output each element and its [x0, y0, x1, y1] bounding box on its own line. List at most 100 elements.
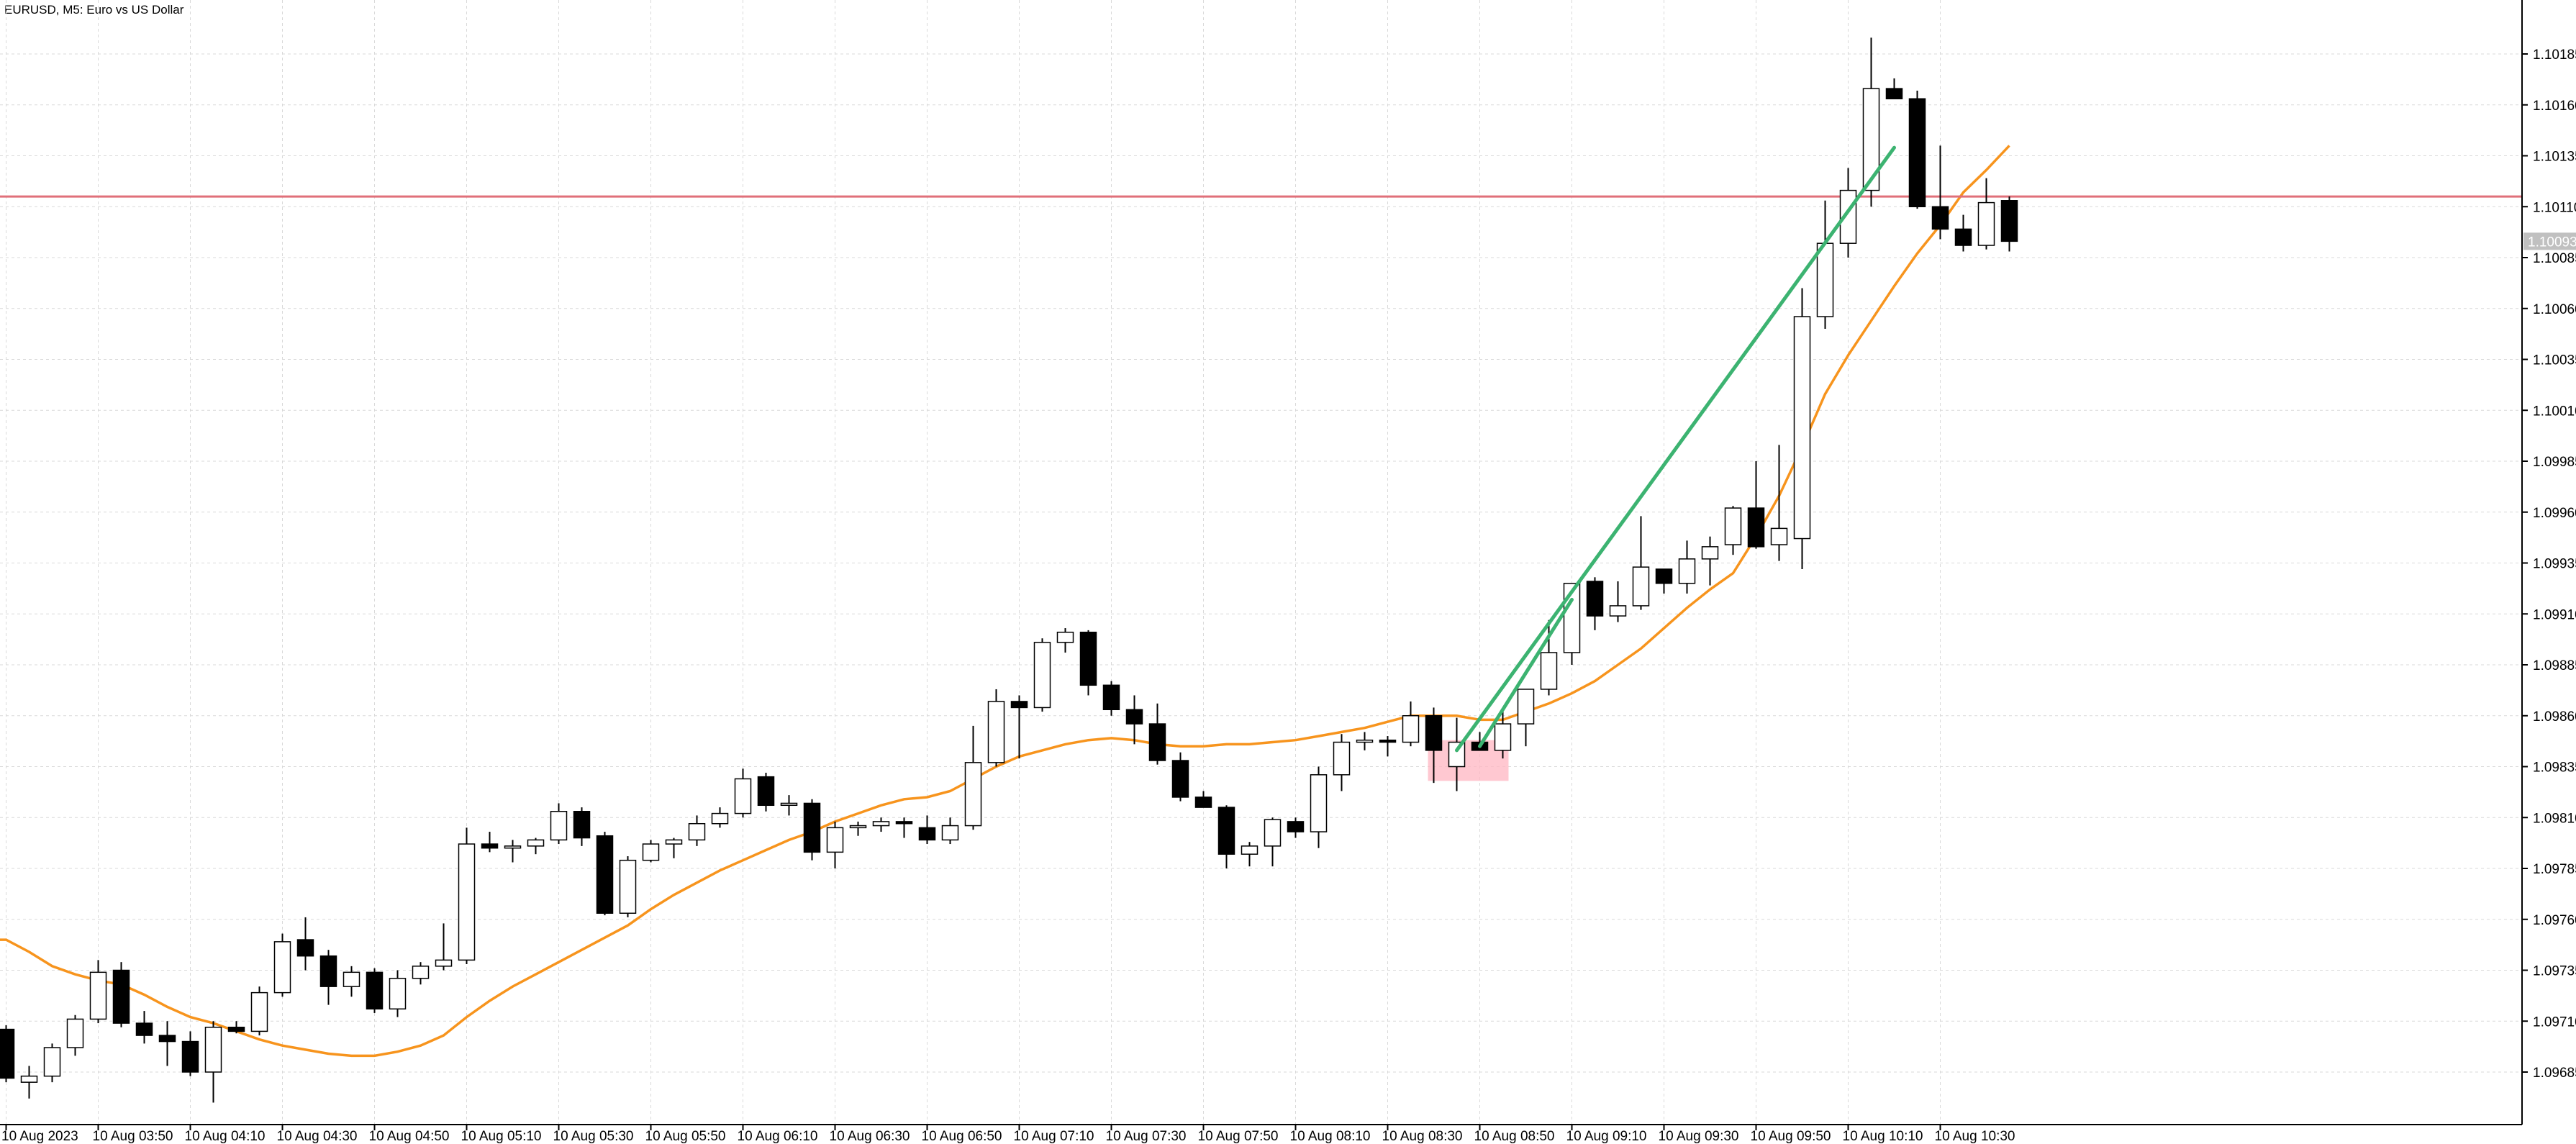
candle	[780, 795, 798, 816]
candle	[1148, 703, 1166, 765]
candle-body-bull	[527, 839, 545, 847]
candle	[135, 1011, 153, 1044]
candle-body-bull	[458, 843, 476, 961]
time-tick-label: 10 Aug 06:10	[738, 1129, 818, 1144]
candle-body-bull	[1678, 558, 1696, 584]
candle	[826, 821, 844, 868]
time-tick-label: 10 Aug 08:10	[1290, 1129, 1371, 1144]
candle-body-bear	[1931, 206, 1949, 230]
candle-body-bull	[1241, 845, 1258, 855]
candle-body-bear	[1287, 821, 1305, 832]
candle	[734, 768, 752, 818]
candle-body-bull	[711, 812, 729, 825]
candle-body-bear	[757, 776, 775, 807]
price-tick-label: 1.09860	[2533, 709, 2576, 725]
candle-body-bear	[1102, 684, 1120, 711]
price-tick-label: 1.09710	[2533, 1014, 2576, 1030]
candle-body-bear	[135, 1022, 153, 1036]
candle-body-bull	[688, 822, 706, 841]
candle-body-bull	[273, 941, 291, 994]
time-tick-label: 10 Aug 04:30	[277, 1129, 358, 1144]
candles	[0, 37, 2018, 1103]
candle-body-bull	[1793, 316, 1811, 540]
time-tick-label: 10 Aug 07:10	[1014, 1129, 1094, 1144]
candle-body-bull	[1540, 652, 1558, 690]
candle	[204, 1021, 222, 1103]
candle	[181, 1031, 199, 1076]
candle-body-bull	[504, 845, 522, 849]
candle	[227, 1021, 245, 1034]
candle	[918, 815, 936, 845]
time-tick-label: 10 Aug 08:50	[1474, 1129, 1555, 1144]
candle-body-bull	[780, 802, 798, 807]
price-tick-label: 1.09910	[2533, 607, 2576, 622]
candle	[412, 962, 430, 985]
price-tick-label: 1.10060	[2533, 302, 2576, 317]
candle	[250, 986, 268, 1036]
candle-body-bear	[803, 802, 821, 853]
candle-body-bear	[1194, 796, 1212, 808]
time-tick-label: 10 Aug 05:30	[553, 1129, 634, 1144]
axes	[0, 0, 2523, 1125]
candle	[1033, 638, 1051, 712]
candle	[2000, 196, 2018, 252]
candle	[1540, 619, 1558, 696]
time-tick-label: 10 Aug 07:30	[1106, 1129, 1187, 1144]
candle	[688, 815, 706, 846]
candle	[1310, 766, 1328, 848]
candle-body-bear	[319, 955, 337, 987]
candle	[1793, 288, 1811, 569]
time-tick-label: 10 Aug 07:50	[1198, 1129, 1279, 1144]
time-tick-label: 10 Aug 04:50	[369, 1129, 450, 1144]
current-price-badge-label: 1.10093	[2528, 235, 2576, 250]
candle	[1079, 630, 1097, 696]
candle	[0, 1025, 15, 1083]
candle	[1678, 540, 1696, 594]
candle-body-bull	[1632, 566, 1650, 607]
time-tick-label: 10 Aug 03:50	[93, 1129, 173, 1144]
candle-body-bull	[1056, 631, 1074, 643]
time-tick-label: 10 Aug 09:50	[1751, 1129, 1831, 1144]
candle-body-bear	[1747, 507, 1765, 548]
price-tick-label: 1.09785	[2533, 862, 2576, 877]
candle-body-bear	[1217, 807, 1235, 855]
candle	[619, 856, 637, 917]
candle	[1217, 805, 1235, 868]
candle-body-bear	[1655, 568, 1673, 584]
candle-body-bull	[435, 959, 453, 967]
candle	[343, 966, 360, 997]
candle-body-bear	[1885, 88, 1903, 100]
candle	[1379, 736, 1397, 757]
price-tick-label: 1.10085	[2533, 251, 2576, 266]
candle-body-bull	[1816, 242, 1834, 317]
candle	[1701, 536, 1719, 586]
candle	[665, 837, 683, 858]
trend-lines[interactable]	[1455, 145, 1896, 753]
candle	[1885, 78, 1903, 100]
candle-body-bear	[112, 969, 130, 1024]
candle-body-bull	[1448, 741, 1466, 768]
chart-title: EURUSD, M5: Euro vs US Dollar	[4, 3, 184, 17]
price-tick-label: 1.10135	[2533, 150, 2576, 165]
candle	[1724, 506, 1742, 555]
time-tick-label: 10 Aug 08:30	[1382, 1129, 1463, 1144]
candle	[711, 807, 729, 828]
candle	[504, 840, 522, 863]
candle-body-bull	[964, 762, 982, 827]
candle	[1333, 734, 1351, 791]
candle-body-bear	[2000, 200, 2018, 242]
candle-body-bear	[918, 827, 936, 841]
candle	[389, 970, 407, 1017]
candle-body-bull	[826, 827, 844, 853]
price-tick-label: 1.09810	[2533, 811, 2576, 826]
price-tick-label: 1.10035	[2533, 353, 2576, 368]
candle-body-bear	[296, 939, 314, 957]
price-tick-label: 1.09760	[2533, 913, 2576, 928]
price-tick-label: 1.09735	[2533, 964, 2576, 979]
candle-body-bear	[596, 835, 614, 914]
candle	[1494, 712, 1512, 759]
candle-body-bull	[1310, 774, 1328, 832]
candle-body-bull	[1977, 201, 1995, 246]
candle	[550, 803, 568, 845]
